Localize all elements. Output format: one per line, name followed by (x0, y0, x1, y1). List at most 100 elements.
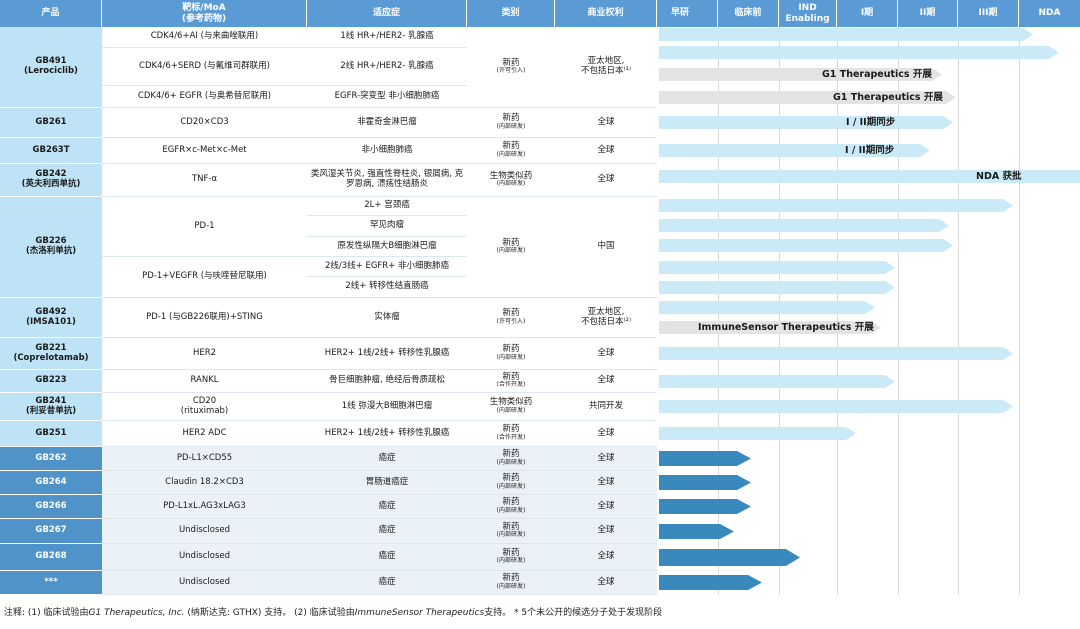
progress-bar (659, 91, 956, 104)
category-source: (内部研发) (496, 506, 526, 514)
indication-cell: 罕见肉瘤 (307, 216, 467, 237)
category-cell: 新药 (内部研发) (467, 108, 555, 138)
indication-cell: 癌症 (307, 544, 467, 571)
rights-cell: 全球 (555, 164, 657, 197)
rights-cell: 全球 (555, 421, 657, 447)
product-gb263t: GB263T (0, 138, 102, 164)
header-rights: 商业权利 (555, 0, 657, 27)
category-label: 新药 (502, 449, 520, 460)
product-gb492: GB492 (IMSA101) (0, 298, 102, 338)
header-stage-phase2: II期 (898, 0, 958, 27)
progress-bar (659, 28, 1033, 41)
bar-label: G1 Therapeutics 开展 (833, 92, 943, 103)
footnote-immunesensor: ImmuneSensor Therapeutics (354, 608, 485, 618)
category-source: (合作开发) (496, 381, 526, 389)
product-gb241: GB241 (利妥昔单抗) (0, 393, 102, 421)
indication-cell: 1线 HR+/HER2- 乳腺癌 (307, 27, 467, 48)
target-cell: PD-L1×CD55 (102, 447, 307, 471)
target-cell: Claudin 18.2×CD3 (102, 471, 307, 495)
indication-cell: 2线+ 转移性结直肠癌 (307, 277, 467, 298)
target-cell: Undisclosed (102, 519, 307, 544)
header-stage-nda: NDA (1019, 0, 1080, 27)
target-cell: Undisclosed (102, 544, 307, 571)
category-label: 新药 (502, 141, 520, 152)
rights-cell: 共同开发 (555, 393, 657, 421)
category-cell: 新药 (内部研发) (467, 338, 555, 370)
product-undisclosed: *** (0, 571, 102, 595)
category-cell: 新药 (内部研发) (467, 544, 555, 571)
header-indication: 适应症 (307, 0, 467, 27)
rights-cell: 全球 (555, 338, 657, 370)
target-cell: PD-1+VEGFR (与呋喹替尼联用) (102, 257, 307, 298)
footnote-suffix: 支持。 * 5个未公开的候选分子处于发现阶段 (484, 608, 663, 618)
product-alias: (IMSA101) (26, 316, 76, 327)
target-cell: RANKL (102, 370, 307, 393)
indication-cell: 癌症 (307, 571, 467, 595)
product-gb262: GB262 (0, 447, 102, 471)
progress-bar (659, 239, 953, 252)
category-label: 生物类似药 (489, 397, 533, 408)
category-cell: 新药 (内部研发) (467, 447, 555, 471)
target-cell: CD20×CD3 (102, 108, 307, 138)
category-label: 新药 (502, 57, 520, 68)
product-name: GB242 (35, 169, 67, 180)
progress-bar (659, 321, 881, 334)
product-gb242: GB242 (英夫利西单抗) (0, 164, 102, 197)
rights-cell: 全球 (555, 138, 657, 164)
product-gb266: GB266 (0, 495, 102, 519)
category-cell: 新药 (合作开发) (467, 421, 555, 447)
category-cell: 新药 (许可引入) (467, 27, 555, 108)
category-source: (内部研发) (496, 150, 526, 158)
category-source: (内部研发) (496, 353, 526, 361)
rights-cell: 全球 (555, 370, 657, 393)
indication-cell: 癌症 (307, 519, 467, 544)
category-cell: 新药 (内部研发) (467, 519, 555, 544)
progress-bar (659, 499, 751, 514)
target-cell: PD-1 (与GB226联用)+STING (102, 298, 307, 338)
category-label: 新药 (502, 424, 520, 435)
target-cell: CDK4/6+SERD (与氟维司群联用) (102, 48, 307, 86)
grid-line (898, 27, 899, 595)
header-product: 产品 (0, 0, 102, 27)
header-target-label: 靶标/MoA (182, 3, 226, 14)
indication-cell: 胃肠道癌症 (307, 471, 467, 495)
progress-bar (659, 199, 1013, 212)
product-gb264: GB264 (0, 471, 102, 495)
target-name: CD20 (192, 395, 217, 406)
progress-bar (659, 375, 895, 388)
category-source: (内部研发) (496, 247, 526, 255)
product-name: GB221 (35, 342, 67, 353)
indication-cell: 2线 HR+/HER2- 乳腺癌 (307, 48, 467, 86)
rights-label: 亚太地区, (587, 306, 625, 317)
category-source: (内部研发) (496, 531, 526, 539)
target-reference: (rituximab) (180, 405, 229, 416)
progress-bar (659, 549, 800, 566)
product-gb226: GB226 (杰洛利单抗) (0, 197, 102, 298)
category-source: (内部研发) (496, 582, 526, 590)
rights-cell: 全球 (555, 471, 657, 495)
header-category: 类别 (467, 0, 555, 27)
progress-bar (659, 575, 762, 590)
category-cell: 新药 (内部研发) (467, 138, 555, 164)
category-cell: 新药 (内部研发) (467, 571, 555, 595)
header-stage-ind: IND Enabling (779, 0, 837, 27)
rights-label-line2: 不包括日本⁽¹⁾ (580, 66, 632, 76)
progress-bar (659, 524, 734, 539)
rights-label: 亚太地区, (587, 56, 625, 67)
category-label: 新药 (502, 497, 520, 508)
target-cell: CD20 (rituximab) (102, 393, 307, 421)
footnote-prefix: 注释: (1) 临床试验由 (4, 608, 89, 618)
product-gb221: GB221 (Coprelotamab) (0, 338, 102, 370)
rights-cell: 全球 (555, 544, 657, 571)
rights-label-line2: 不包括日本⁽²⁾ (580, 316, 632, 327)
header-stage-early: 早研 (657, 0, 718, 27)
grid-line (958, 27, 959, 595)
indication-cell: 2L+ 宫颈癌 (307, 197, 467, 216)
target-cell: HER2 (102, 338, 307, 370)
progress-bar (659, 427, 856, 440)
header-stage-phase3: III期 (958, 0, 1019, 27)
product-alias: (利妥昔单抗) (25, 405, 77, 416)
progress-bar (659, 451, 751, 466)
target-cell: EGFR×c-Met×c-Met (102, 138, 307, 164)
